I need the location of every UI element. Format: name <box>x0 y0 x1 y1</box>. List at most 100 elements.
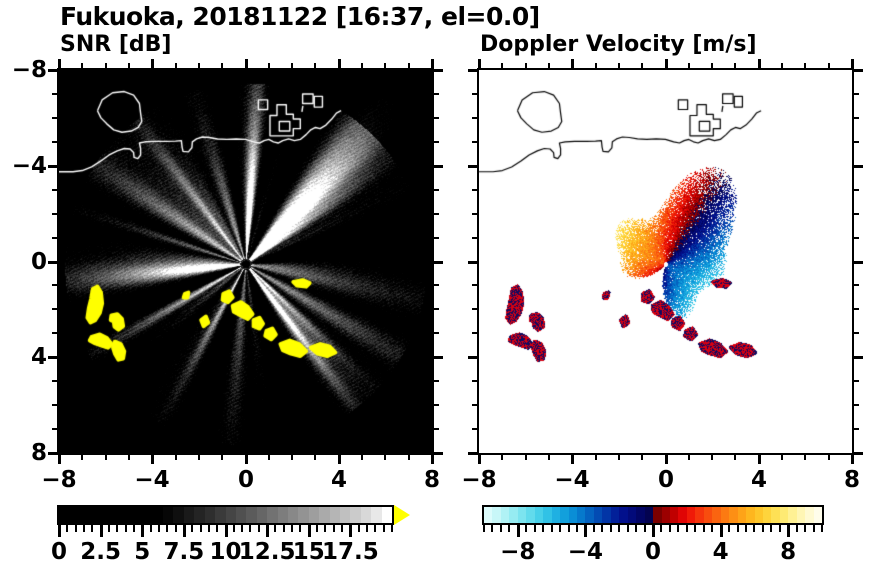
x-tick-doppler <box>548 454 550 460</box>
y-tick-right-snr <box>433 189 439 191</box>
doppler-colorbar-tick <box>702 525 705 532</box>
doppler-radar-image <box>479 70 852 453</box>
doppler-colorbar-swatch <box>737 507 747 523</box>
y-tick-snr <box>52 237 58 239</box>
doppler-colorbar-swatch <box>576 507 586 523</box>
snr-colorbar-tick <box>307 525 311 537</box>
snr-colorbar-tick <box>241 525 244 532</box>
snr-panel-title: SNR [dB] <box>60 32 172 57</box>
x-tick-doppler <box>688 454 690 460</box>
y-tick-right-snr <box>433 261 443 264</box>
snr-colorbar-tick <box>382 525 385 532</box>
x-tick-top-doppler <box>688 63 690 69</box>
snr-colorbar[interactable] <box>57 505 410 525</box>
y-tick-right-doppler <box>853 117 859 119</box>
y-tick-doppler <box>472 284 478 286</box>
y-tick-snr <box>48 356 58 359</box>
snr-colorbar-tick <box>82 525 85 532</box>
y-tick-snr <box>52 141 58 143</box>
y-tick-snr <box>52 308 58 310</box>
x-tick-top-snr <box>128 63 130 69</box>
y-tick-right-doppler <box>853 332 859 334</box>
x-tick-doppler <box>478 454 481 464</box>
snr-colorbar-swatch <box>79 507 91 523</box>
y-tick-doppler <box>472 213 478 215</box>
x-tick-snr <box>221 454 223 460</box>
snr-colorbar-tick <box>232 525 235 532</box>
y-tick-doppler <box>472 428 478 430</box>
doppler-colorbar-under-arrow <box>468 505 482 525</box>
snr-colorbar-tick <box>282 525 285 532</box>
snr-colorbar-tick <box>74 525 77 532</box>
y-tick-doppler <box>468 261 478 264</box>
snr-colorbar-tick <box>91 525 94 532</box>
doppler-colorbar[interactable] <box>468 505 838 525</box>
y-tick-right-doppler <box>853 93 859 95</box>
doppler-colorbar-swatch <box>492 507 501 523</box>
snr-colorbar-tick <box>291 525 294 532</box>
snr-colorbar-tick <box>324 525 327 532</box>
x-tick-doppler <box>618 454 620 460</box>
y-tick-right-snr <box>433 141 439 143</box>
snr-colorbar-swatch <box>111 507 122 523</box>
x-tick-top-snr <box>81 63 83 69</box>
snr-colorbar-swatch <box>267 507 278 523</box>
snr-colorbar-swatch <box>69 507 80 523</box>
y-tick-right-doppler <box>853 69 863 72</box>
x-tick-label-doppler-4: 8 <box>843 467 861 493</box>
doppler-colorbar-tick <box>660 525 663 532</box>
snr-colorbar-swatch <box>329 507 340 523</box>
x-tick-label-doppler-2: 0 <box>657 467 675 493</box>
doppler-colorbar-tick <box>499 525 502 532</box>
x-tick-snr <box>431 454 434 464</box>
y-tick-right-doppler <box>853 356 863 359</box>
doppler-colorbar-tick <box>584 525 588 537</box>
x-tick-snr <box>105 454 107 460</box>
doppler-colorbar-tick <box>677 525 680 532</box>
doppler-plot-panel[interactable] <box>477 68 854 455</box>
x-tick-snr <box>58 454 61 464</box>
x-tick-top-doppler <box>618 63 620 69</box>
doppler-colorbar-tick <box>694 525 697 532</box>
snr-colorbar-tick <box>216 525 219 532</box>
x-tick-doppler <box>501 454 503 460</box>
doppler-colorbar-tick <box>770 525 773 532</box>
doppler-colorbar-label-1: −4 <box>567 539 604 565</box>
x-tick-top-doppler <box>525 63 527 69</box>
x-tick-label-doppler-1: −4 <box>554 467 590 493</box>
x-tick-label-snr-0: −8 <box>41 467 77 493</box>
doppler-colorbar-swatch <box>509 507 518 523</box>
y-tick-snr <box>52 93 58 95</box>
y-tick-right-doppler <box>853 428 859 430</box>
doppler-colorbar-swatch <box>636 507 645 523</box>
doppler-colorbar-tick <box>635 525 638 532</box>
x-tick-top-snr <box>151 59 154 69</box>
y-tick-label-snr-1: 4 <box>30 344 47 370</box>
y-tick-right-doppler <box>853 308 859 310</box>
x-tick-top-doppler <box>828 63 830 69</box>
x-tick-doppler <box>804 454 806 460</box>
doppler-colorbar-swatch <box>627 507 637 523</box>
x-tick-snr <box>314 454 316 460</box>
x-tick-top-doppler <box>734 63 736 69</box>
doppler-colorbar-tick <box>821 525 823 532</box>
doppler-colorbar-swatch <box>754 507 763 523</box>
snr-colorbar-tick <box>207 525 210 532</box>
snr-colorbar-swatch <box>277 507 288 523</box>
x-tick-label-snr-2: 0 <box>237 467 255 493</box>
snr-colorbar-swatch <box>173 507 184 523</box>
snr-colorbar-swatch <box>319 507 330 523</box>
x-tick-top-snr <box>384 63 386 69</box>
snr-colorbar-swatch <box>225 507 236 523</box>
y-tick-right-snr <box>433 213 439 215</box>
figure-title: Fukuoka, 20181122 [16:37, el=0.0] <box>60 2 540 31</box>
x-tick-snr <box>128 454 130 460</box>
x-tick-doppler <box>734 454 736 460</box>
x-tick-top-doppler <box>851 59 854 69</box>
snr-plot-panel[interactable] <box>57 68 434 455</box>
doppler-colorbar-swatch <box>526 507 535 523</box>
snr-radar-image <box>59 70 432 453</box>
y-tick-right-snr <box>433 380 439 382</box>
y-tick-right-snr <box>433 237 439 239</box>
doppler-colorbar-over-arrow <box>824 505 838 525</box>
